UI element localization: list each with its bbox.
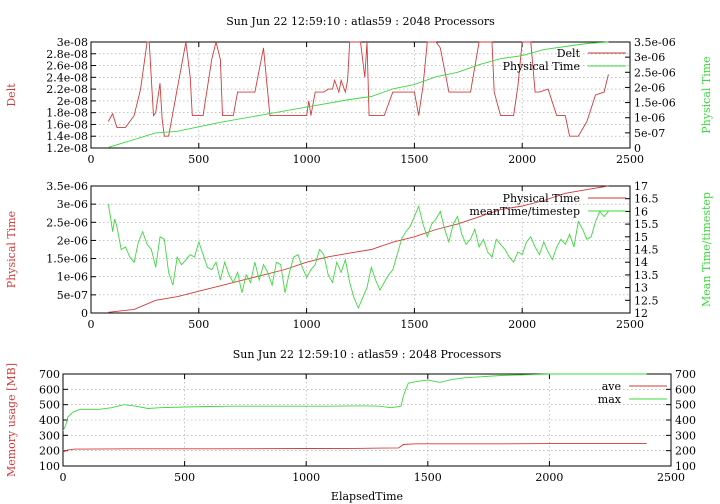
- y-tick-label: 200: [39, 445, 60, 458]
- legend-label: max: [598, 393, 622, 406]
- y2-tick-label: 400: [675, 414, 696, 427]
- y2-tick-label: 15: [634, 231, 648, 244]
- y-tick-label: 500: [39, 399, 60, 412]
- y-tick-label: 1.6e-08: [46, 118, 88, 131]
- y2-tick-label: 5e-07: [634, 127, 665, 140]
- series-line-max: [62, 373, 647, 431]
- y-tick-label: 2e-08: [57, 95, 88, 108]
- y-tick-label: 2.4e-08: [46, 71, 88, 84]
- chart-title: Sun Jun 22 12:59:10 : atlas59 : 2048 Pro…: [226, 15, 495, 28]
- y2-tick-label: 13.5: [634, 269, 659, 282]
- grid: [63, 374, 671, 466]
- y-tick-label: 1.8e-08: [46, 107, 88, 120]
- y-tick-label: 2.2e-08: [46, 83, 88, 96]
- y-tick-label: 600: [39, 383, 60, 396]
- y2-tick-label: 12: [634, 307, 648, 320]
- y-tick-label: 2.6e-08: [46, 60, 88, 73]
- x-tick-label: 500: [174, 471, 195, 484]
- y-axis-label: Delt: [5, 83, 18, 107]
- x-tick-label: 1000: [293, 318, 321, 331]
- legend-label: Physical Time: [503, 192, 580, 205]
- x-tick-label: 2500: [657, 471, 685, 484]
- y2-tick-label: 3.5e-06: [634, 36, 676, 49]
- y2-axis-label: Mean Time/timestep: [700, 192, 713, 307]
- y2-tick-label: 12.5: [634, 294, 659, 307]
- y2-tick-label: 16: [634, 205, 648, 218]
- y2-tick-label: 0: [634, 142, 641, 155]
- series-line-physical-time: [108, 185, 609, 313]
- legend-label: Physical Time: [503, 60, 580, 73]
- y2-tick-label: 1.5e-06: [634, 97, 676, 110]
- x-tick-label: 1500: [400, 318, 428, 331]
- x-tick-label: 0: [60, 471, 67, 484]
- y2-tick-label: 17: [634, 180, 648, 193]
- y-tick-label: 400: [39, 414, 60, 427]
- grid: [91, 186, 630, 313]
- y-tick-label: 100: [39, 460, 60, 473]
- y2-tick-label: 2.5e-06: [634, 66, 676, 79]
- x-tick-label: 2500: [616, 318, 644, 331]
- y2-tick-label: 14.5: [634, 244, 659, 257]
- y-tick-label: 1.2e-08: [46, 142, 88, 155]
- legend-label: ave: [602, 380, 621, 393]
- y2-tick-label: 16.5: [634, 193, 659, 206]
- x-axis-label: ElapsedTime: [331, 490, 403, 503]
- x-tick-label: 2000: [535, 471, 563, 484]
- y-tick-label: 2.5e-06: [46, 216, 88, 229]
- x-tick-label: 1500: [414, 471, 442, 484]
- y2-tick-label: 500: [675, 399, 696, 412]
- y2-tick-label: 13: [634, 282, 648, 295]
- x-tick-label: 2000: [508, 318, 536, 331]
- y2-tick-label: 1e-06: [634, 112, 665, 125]
- y-tick-label: 3e-08: [57, 36, 88, 49]
- chart-memory-usage: 0 500 1000 1500 2000 250010020030040050060070…: [5, 348, 696, 503]
- x-tick-label: 2000: [508, 153, 536, 166]
- x-tick-label: 500: [188, 318, 209, 331]
- y-axis-label: Memory usage [MB]: [5, 363, 18, 477]
- y-tick-label: 0: [81, 307, 88, 320]
- y-tick-label: 700: [39, 368, 60, 381]
- y2-tick-label: 3e-06: [634, 51, 665, 64]
- chart-delt-physical-time: 0 500 1000 1500 2000 2500 1.2e-081.4e-081.6e-0…: [5, 15, 713, 166]
- y2-tick-label: 2e-06: [634, 81, 665, 94]
- x-tick-label: 0: [88, 153, 95, 166]
- chart-title: Sun Jun 22 12:59:10 : atlas59 : 2048 Pro…: [233, 348, 502, 361]
- x-tick-label: 500: [188, 153, 209, 166]
- y2-tick-label: 700: [675, 368, 696, 381]
- chart-physical-time-mean-time: 0 500 1000 1500 2000 2500 0 5e-07 1e-06 1.5e-06 2e…: [5, 180, 713, 331]
- x-tick-label: 1000: [292, 471, 320, 484]
- y2-tick-label: 100: [675, 460, 696, 473]
- legend-label: Delt: [557, 47, 581, 60]
- y-tick-label: 1.5e-06: [46, 253, 88, 266]
- y-tick-label: 1.4e-08: [46, 130, 88, 143]
- grid: [91, 42, 630, 148]
- x-tick-label: 2500: [616, 153, 644, 166]
- y-tick-label: 300: [39, 429, 60, 442]
- y2-axis-label: Physical Time: [700, 56, 713, 133]
- x-tick-label: 0: [88, 318, 95, 331]
- series-line-ave: [62, 443, 647, 452]
- x-tick-label: 1500: [400, 153, 428, 166]
- y-tick-label: 2.8e-08: [46, 48, 88, 61]
- y-tick-label: 3e-06: [57, 198, 88, 211]
- x-tick-label: 1000: [293, 153, 321, 166]
- y-tick-label: 2e-06: [57, 234, 88, 247]
- series-line-meantime-timestep: [107, 203, 609, 310]
- y2-tick-label: 200: [675, 445, 696, 458]
- series-line-physical-time: [108, 41, 609, 148]
- y-tick-label: 3.5e-06: [46, 180, 88, 193]
- y-axis-label: Physical Time: [5, 211, 18, 288]
- series-line-delt: [107, 41, 609, 137]
- y-tick-label: 5e-07: [57, 289, 88, 302]
- y-tick-label: 1e-06: [57, 271, 88, 284]
- y2-tick-label: 300: [675, 429, 696, 442]
- y2-tick-label: 14: [634, 256, 648, 269]
- y2-tick-label: 15.5: [634, 218, 659, 231]
- legend-label: meanTime/timestep: [469, 205, 580, 218]
- y2-tick-label: 600: [675, 383, 696, 396]
